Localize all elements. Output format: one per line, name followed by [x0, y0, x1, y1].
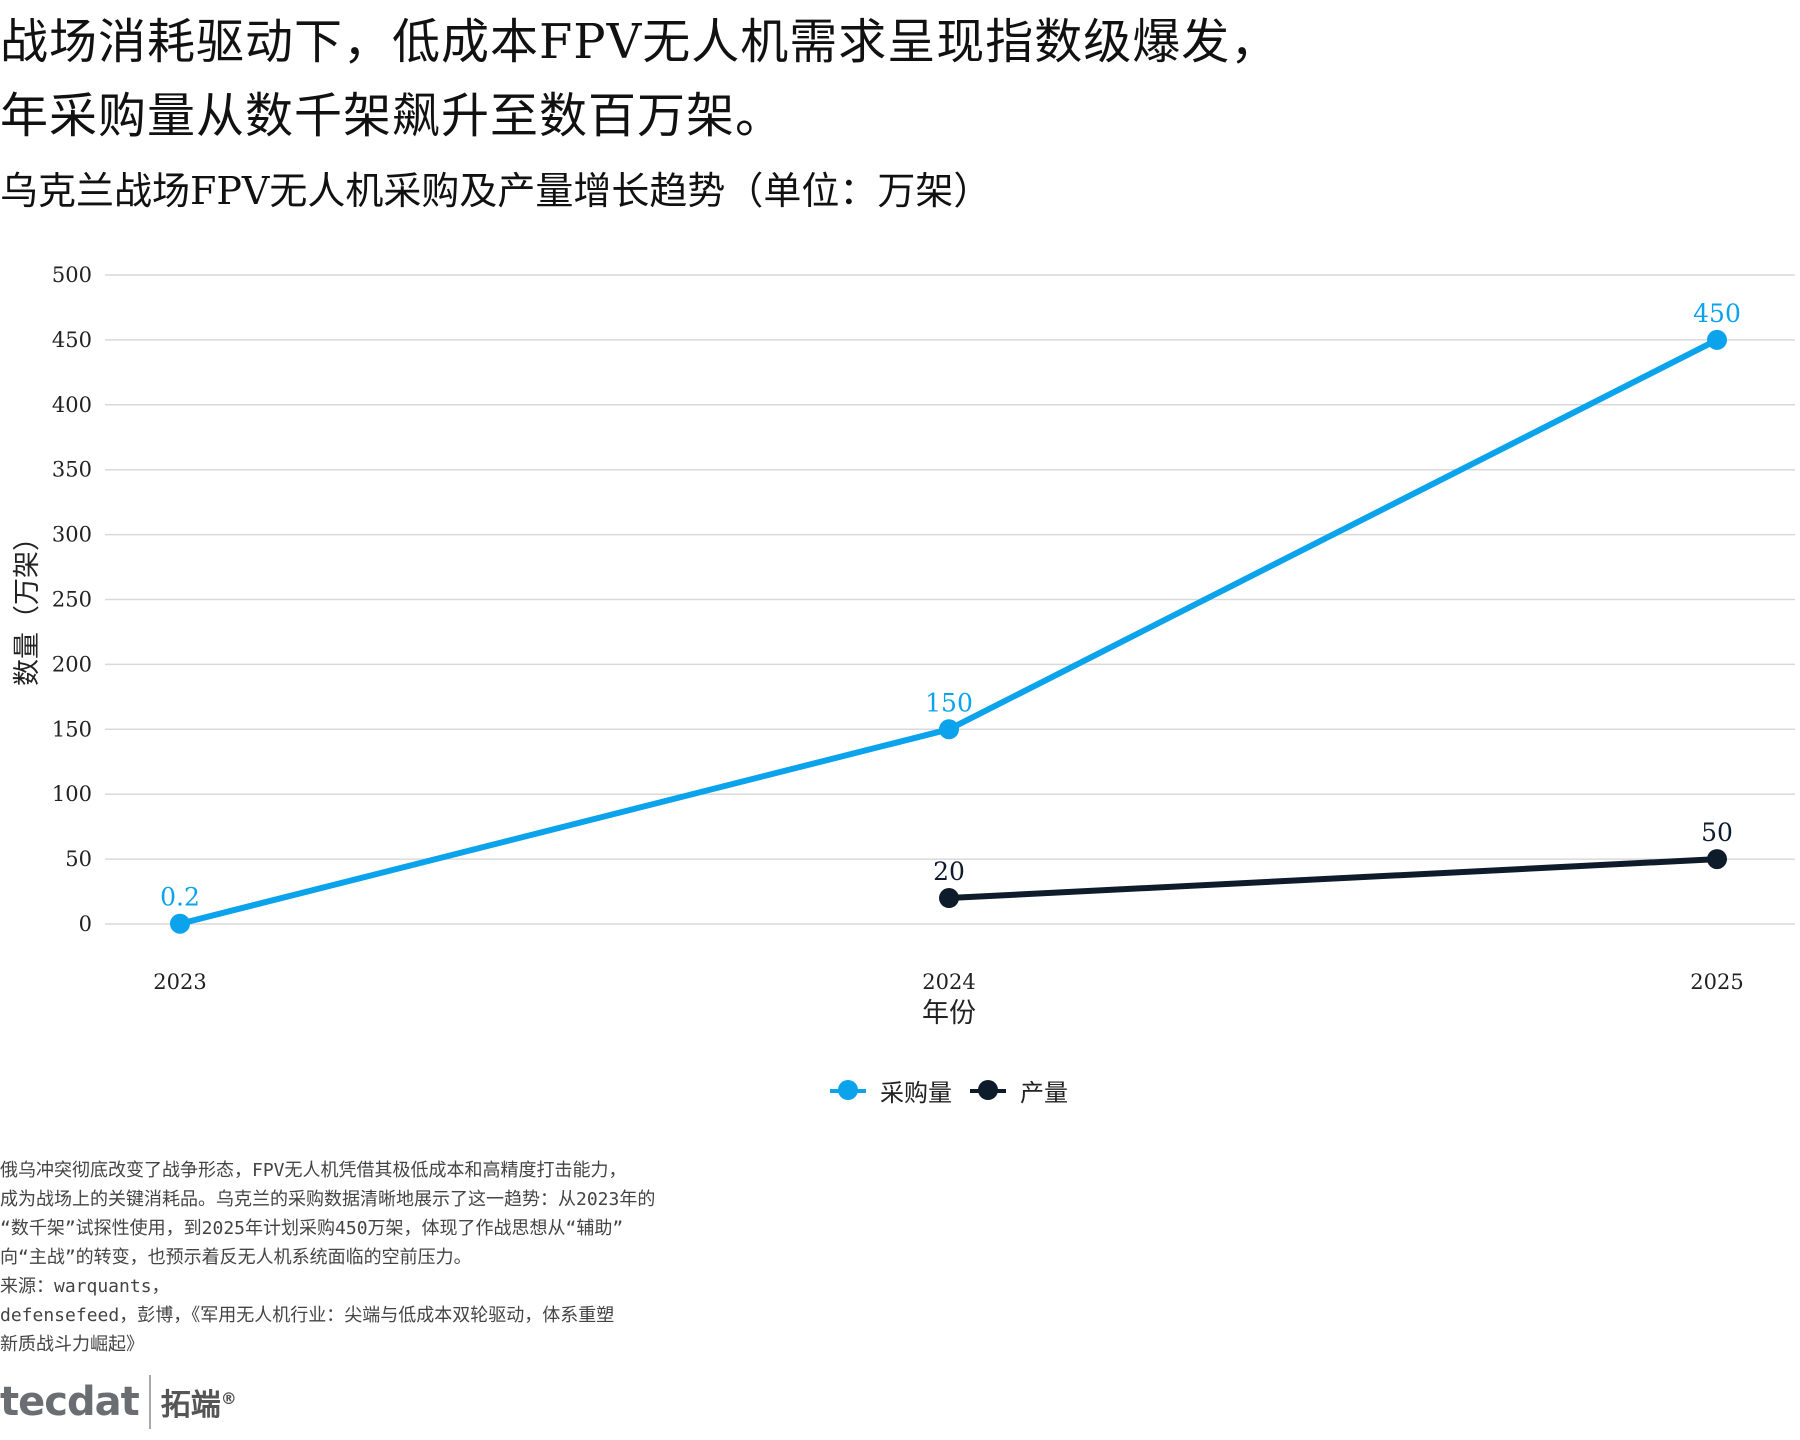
y-tick-label: 450	[52, 328, 92, 352]
brand-logo: tecdat 拓端®	[0, 1372, 237, 1432]
source-line: 来源：warquants，	[0, 1276, 170, 1297]
x-tick-label: 2024	[922, 970, 975, 994]
data-label: 20	[933, 857, 965, 886]
chart-title: 乌克兰战场FPV无人机采购及产量增长趋势（单位：万架）	[0, 169, 992, 213]
legend-item-production: 产量	[970, 1073, 1068, 1108]
data-label: 50	[1701, 818, 1733, 847]
y-tick-label: 500	[52, 263, 92, 287]
note-line: 向“主战”的转变，也预示着反无人机系统面临的空前压力。	[0, 1247, 472, 1268]
y-tick-label: 250	[52, 588, 92, 612]
notes: 俄乌冲突彻底改变了战争形态，FPV无人机凭借其极低成本和高精度打击能力， 成为战…	[0, 1156, 760, 1359]
legend-label-production: 产量	[1020, 1079, 1068, 1107]
note-line: 俄乌冲突彻底改变了战争形态，FPV无人机凭借其极低成本和高精度打击能力，	[0, 1160, 627, 1181]
y-tick-label: 150	[52, 717, 92, 741]
y-tick-label: 50	[65, 847, 92, 871]
y-tick-label: 200	[52, 652, 92, 676]
data-label: 150	[925, 688, 973, 717]
series-line-procurement	[179, 337, 1719, 927]
logo-divider	[148, 1375, 151, 1429]
source-line: defensefeed，彭博，《军用无人机行业：尖端与低成本双轮驱动，体系重塑	[0, 1305, 615, 1326]
x-tick-label: 2025	[1690, 970, 1743, 994]
data-point	[939, 888, 959, 909]
data-point	[1707, 849, 1727, 870]
x-tick-label: 2023	[153, 970, 206, 994]
note-line: “数千架”试探性使用，到2025年计划采购450万架，体现了作战思想从“辅助”	[0, 1218, 624, 1239]
y-tick-label: 400	[52, 393, 92, 417]
y-tick-label: 0	[79, 912, 92, 936]
data-point	[1707, 329, 1727, 350]
data-label: 450	[1693, 299, 1741, 328]
legend-swatch-production	[970, 1079, 1006, 1100]
line-chart: 0 50 100 150 200 250 300 350 400 450 500 2023 2024 20…	[12, 263, 1795, 1029]
logo-cn-text: 拓端®	[160, 1388, 237, 1423]
legend-swatch-procurement	[830, 1079, 866, 1100]
logo-en-text: tecdat	[0, 1379, 140, 1425]
headline-line-1: 战场消耗驱动下，低成本FPV无人机需求呈现指数级爆发，	[0, 14, 1280, 70]
y-tick-label: 300	[52, 523, 92, 547]
data-label: 0.2	[160, 883, 200, 912]
y-tick-label: 350	[52, 458, 92, 482]
data-point	[170, 913, 190, 934]
legend: 采购量 产量	[830, 1073, 1086, 1108]
source-line: 新质战斗力崛起》	[0, 1334, 144, 1355]
y-tick-label: 100	[52, 782, 92, 806]
data-point	[939, 719, 959, 740]
series-line-production	[948, 856, 1718, 902]
x-axis-label: 年份	[922, 998, 976, 1029]
headline-line-2: 年采购量从数千架飙升至数百万架。	[0, 88, 785, 144]
note-line: 成为战场上的关键消耗品。乌克兰的采购数据清晰地展示了这一趋势：从2023年的	[0, 1189, 656, 1210]
legend-label-procurement: 采购量	[880, 1079, 952, 1107]
legend-item-procurement: 采购量	[830, 1073, 952, 1108]
y-axis-label: 数量（万架）	[12, 524, 43, 686]
